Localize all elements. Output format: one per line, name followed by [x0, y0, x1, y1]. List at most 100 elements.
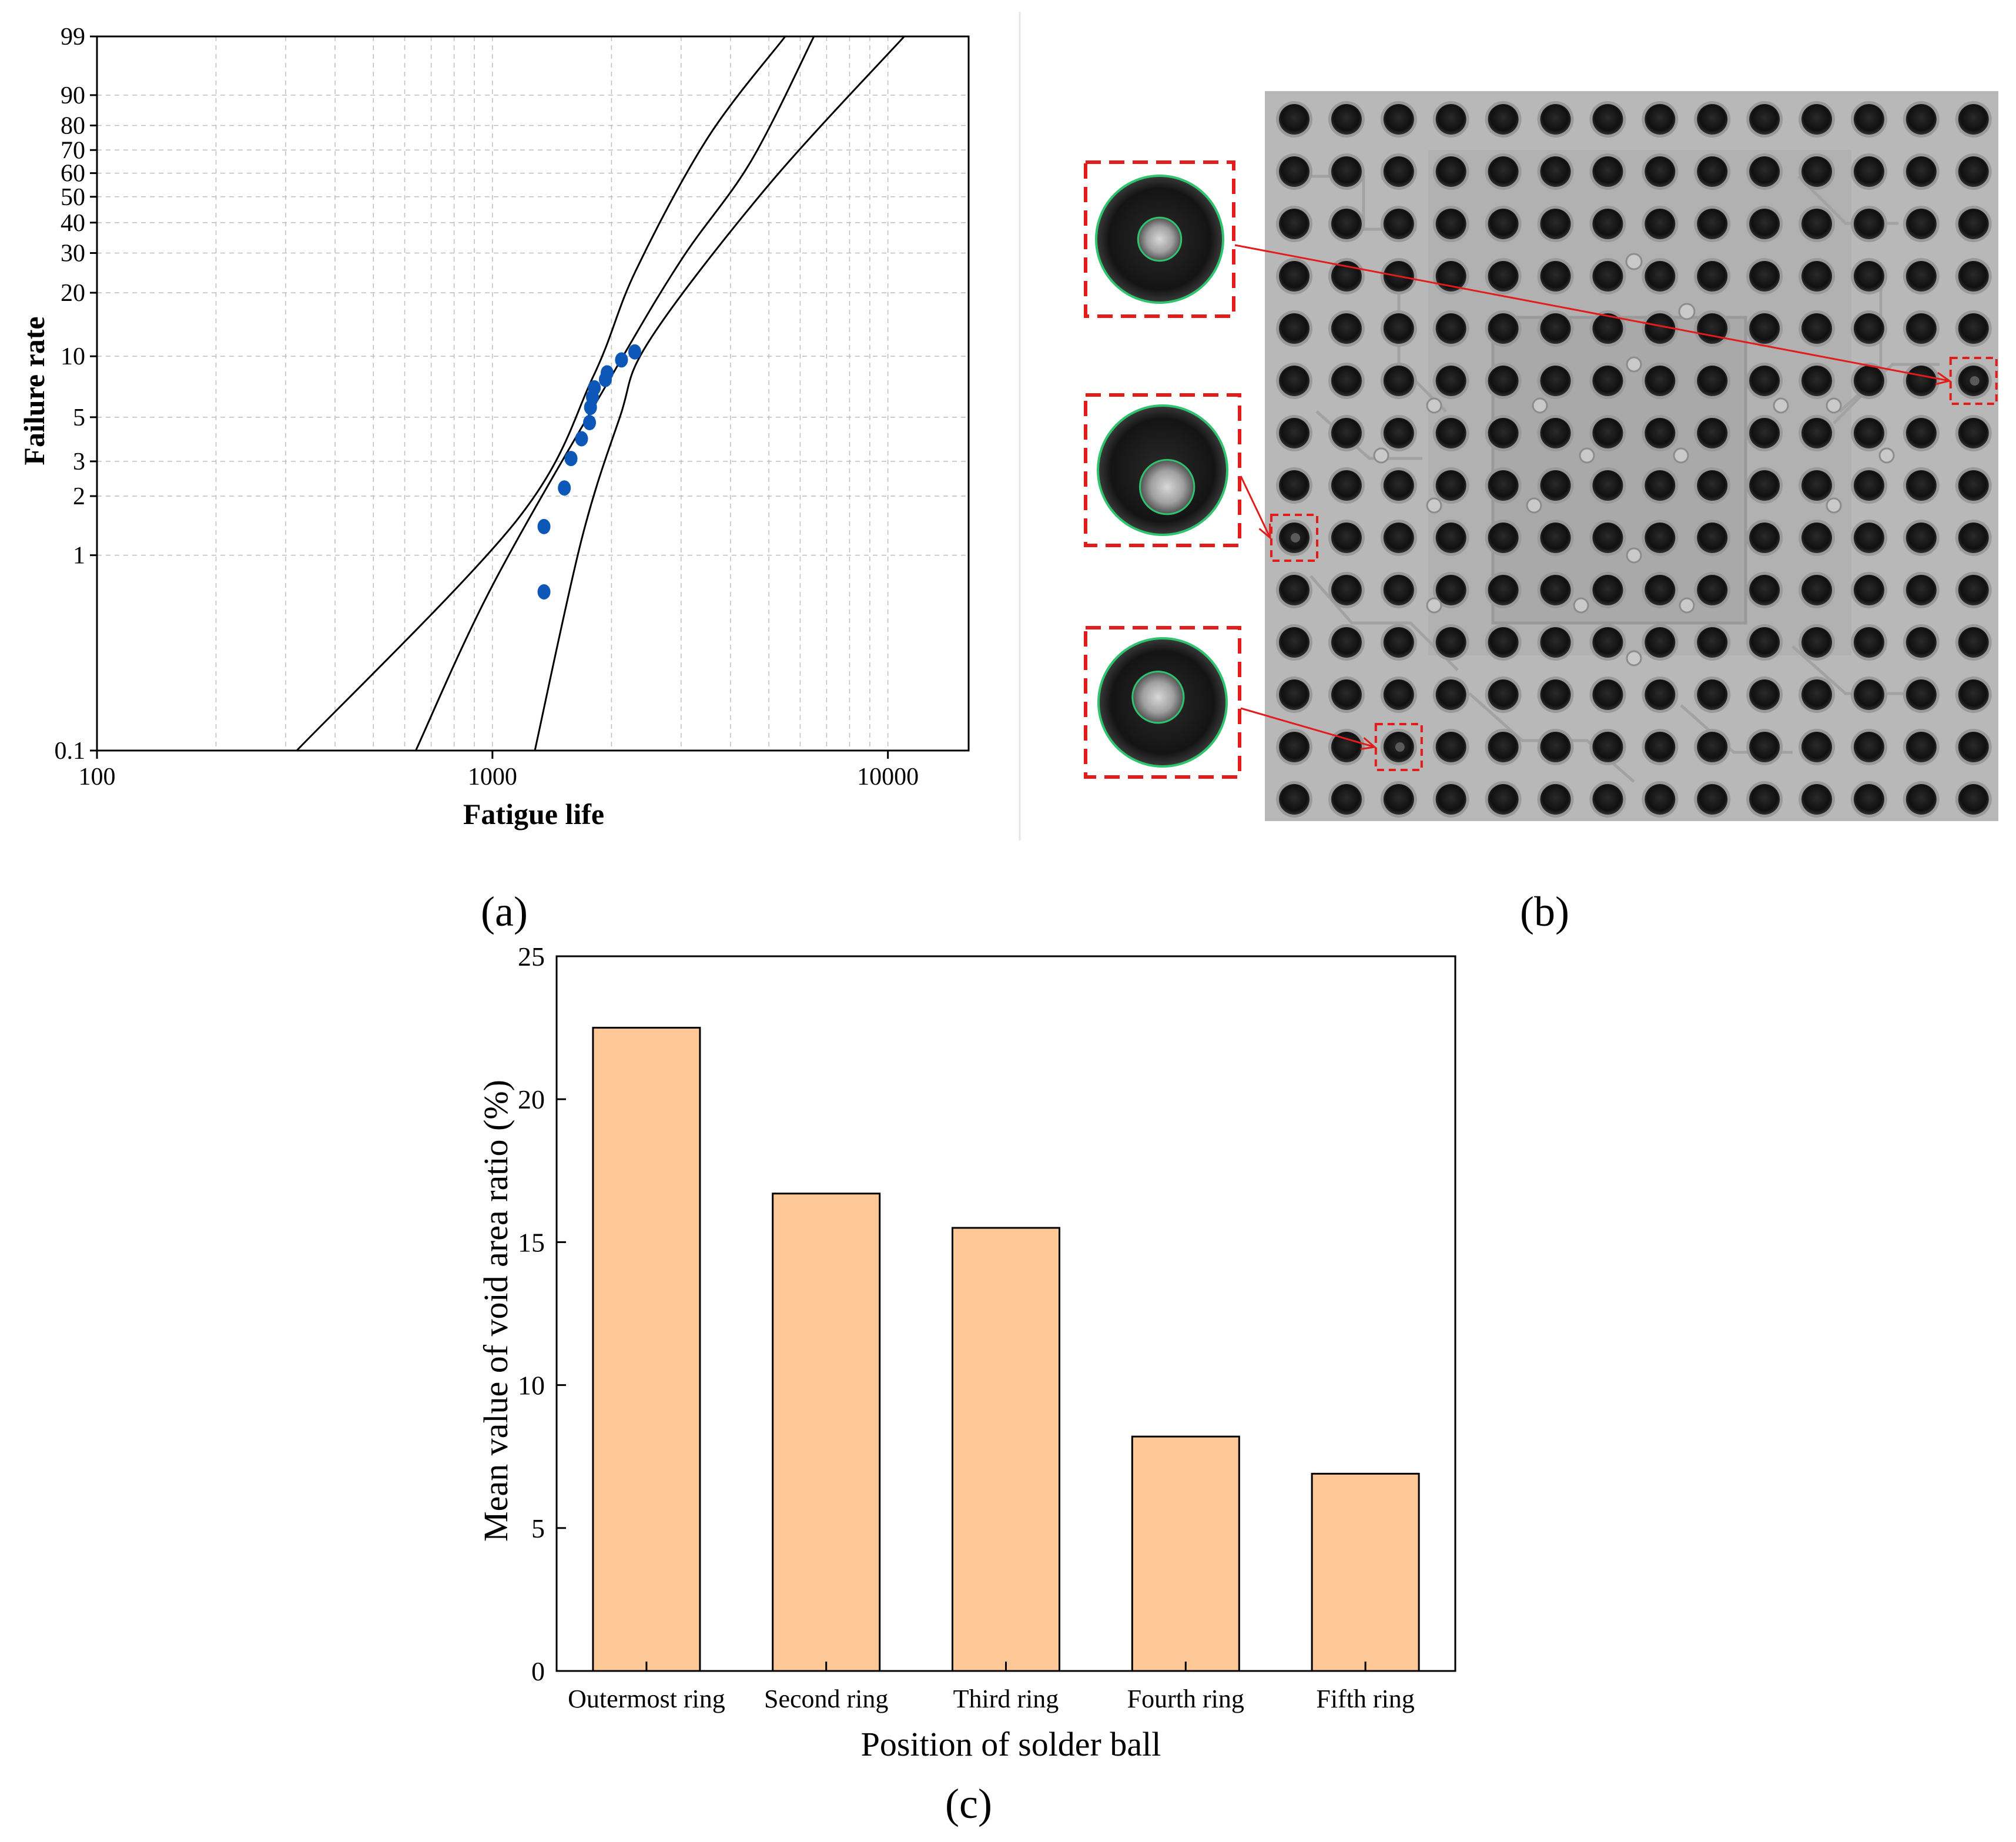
inset-void	[1137, 216, 1183, 262]
solder-ball	[1331, 523, 1362, 553]
solder-ball	[1383, 209, 1414, 239]
solder-ball	[1958, 156, 1989, 187]
solder-ball	[1958, 209, 1989, 239]
solder-ball	[1331, 575, 1362, 605]
bar-category-label: Fourth ring	[1127, 1684, 1244, 1713]
solder-ball	[1279, 104, 1310, 135]
solder-ball	[1331, 732, 1362, 762]
solder-ball	[1279, 732, 1310, 762]
solder-ball	[1279, 209, 1310, 239]
solder-ball	[1645, 732, 1676, 762]
solder-ball	[1853, 261, 1884, 292]
weibull-y-tick-label: 20	[61, 280, 85, 307]
solder-ball	[1749, 156, 1780, 187]
solder-ball	[1801, 156, 1832, 187]
solder-ball	[1488, 209, 1519, 239]
solder-ball	[1645, 627, 1676, 658]
weibull-y-tick-label: 3	[73, 448, 85, 475]
solder-ball	[1331, 679, 1362, 710]
solder-ball	[1331, 784, 1362, 815]
void-ratio-bar	[772, 1193, 881, 1672]
bar-category-label: Fifth ring	[1316, 1684, 1414, 1713]
weibull-data-point	[628, 344, 641, 360]
solder-ball	[1331, 104, 1362, 135]
solder-ball	[1697, 366, 1728, 396]
solder-ball	[1853, 470, 1884, 501]
bar-y-tick-label: 25	[518, 942, 545, 972]
xray-highlight-boxes	[1270, 357, 1998, 771]
bar-y-ticks: 0 5 10 15 20 25	[518, 942, 566, 1686]
solder-ball	[1853, 575, 1884, 605]
solder-ball	[1540, 784, 1571, 815]
weibull-data-point	[575, 431, 588, 447]
solder-ball	[1540, 209, 1571, 239]
callout-arrow-line	[1240, 707, 1375, 748]
solder-ball	[1540, 104, 1571, 135]
solder-ball	[1697, 209, 1728, 239]
solder-ball	[1279, 470, 1310, 501]
solder-ball	[1749, 313, 1780, 344]
solder-ball	[1592, 784, 1623, 815]
panel-b-xray-image	[1084, 91, 1998, 821]
bar-category-label: Third ring	[953, 1684, 1059, 1713]
weibull-x-tick-label: 1000	[468, 763, 517, 791]
solder-ball	[1279, 156, 1310, 187]
solder-ball	[1488, 366, 1519, 396]
weibull-data-point	[583, 414, 597, 430]
solder-ball	[1645, 313, 1676, 344]
solder-ball	[1592, 261, 1623, 292]
solder-ball	[1906, 732, 1937, 762]
solder-ball	[1383, 784, 1414, 815]
solder-ball	[1958, 261, 1989, 292]
solder-ball	[1645, 418, 1676, 448]
solder-ball	[1279, 313, 1310, 344]
weibull-x-tick-label: 100	[79, 763, 116, 791]
xray-callout-arrows	[1234, 244, 1952, 750]
callout-arrow-head	[1258, 523, 1271, 540]
weibull-median-fit	[415, 36, 815, 751]
weibull-lower-confidence-bound	[534, 35, 905, 751]
solder-ball	[1331, 418, 1362, 448]
weibull-plot-frame	[96, 35, 970, 752]
solder-ball	[1906, 261, 1937, 292]
solder-ball	[1853, 209, 1884, 239]
bar-category-label: Outermost ring	[568, 1684, 725, 1713]
panel-label-b: (b)	[1520, 888, 1569, 935]
solder-ball	[1697, 523, 1728, 553]
solder-ball	[1540, 732, 1571, 762]
weibull-data-point	[615, 352, 628, 368]
solder-ball	[1488, 523, 1519, 553]
bar-x-axis-title: Position of solder ball	[861, 1725, 1161, 1763]
solder-ball	[1853, 418, 1884, 448]
callout-arrow-line	[1234, 244, 1950, 382]
solder-ball	[1383, 575, 1414, 605]
solder-ball	[1645, 104, 1676, 135]
weibull-y-tick-label: 80	[61, 112, 85, 139]
bar-y-tick-label: 5	[531, 1513, 545, 1543]
solder-ball	[1488, 732, 1519, 762]
solder-ball	[1958, 418, 1989, 448]
solder-ball	[1853, 366, 1884, 396]
void-ratio-bar	[952, 1227, 1060, 1672]
solder-ball	[1435, 575, 1466, 605]
solder-ball	[1488, 470, 1519, 501]
callout-arrow-head	[1360, 737, 1377, 750]
void-ratio-bar	[592, 1027, 701, 1672]
solder-ball	[1958, 627, 1989, 658]
solder-ball	[1331, 366, 1362, 396]
solder-ball	[1697, 470, 1728, 501]
solder-ball	[1488, 261, 1519, 292]
solder-ball	[1958, 784, 1989, 815]
solder-ball	[1383, 104, 1414, 135]
solder-ball	[1906, 313, 1937, 344]
solder-ball	[1540, 627, 1571, 658]
solder-ball	[1958, 470, 1989, 501]
solder-ball	[1645, 366, 1676, 396]
solder-ball	[1435, 784, 1466, 815]
bar-y-tick-label: 20	[518, 1084, 545, 1114]
solder-ball	[1383, 470, 1414, 501]
solder-ball	[1540, 156, 1571, 187]
weibull-y-tick-label: 90	[61, 82, 85, 109]
solder-ball	[1540, 575, 1571, 605]
